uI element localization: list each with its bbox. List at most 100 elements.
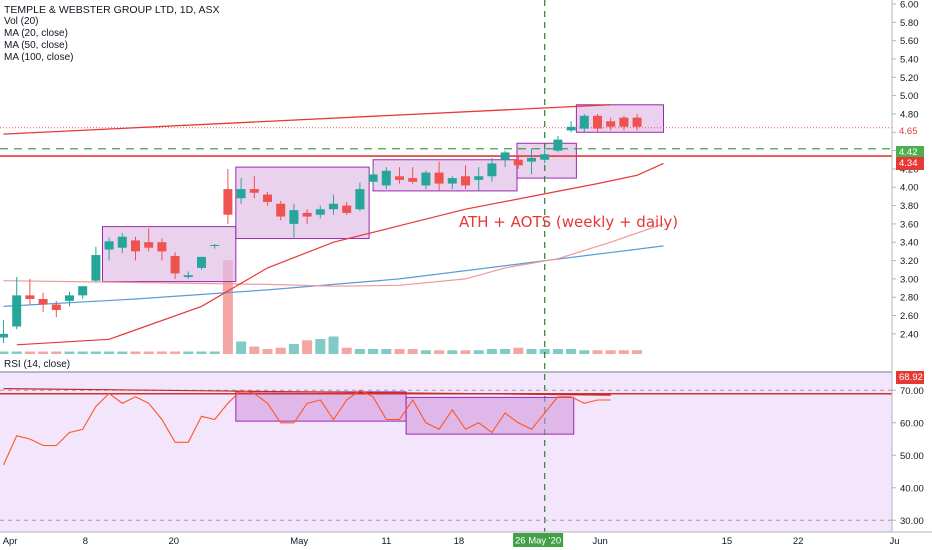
volume-bar bbox=[420, 350, 431, 354]
price-tick-label: 3.60 bbox=[900, 219, 919, 230]
candle-body bbox=[553, 139, 563, 151]
candle-body bbox=[566, 126, 576, 131]
last-price-tag: 4.65 bbox=[896, 125, 924, 138]
price-tick-label: 4.80 bbox=[900, 109, 919, 120]
volume-bar bbox=[64, 351, 75, 354]
volume-bar bbox=[394, 349, 405, 354]
candle-body bbox=[579, 115, 589, 129]
volume-bar bbox=[486, 349, 497, 354]
legend-ma50[interactable]: MA (50, close) bbox=[4, 40, 68, 51]
volume-bar bbox=[38, 351, 49, 354]
volume-bar bbox=[552, 349, 563, 354]
ma50-line bbox=[3, 223, 664, 287]
volume-bar bbox=[341, 347, 352, 354]
volume-bar bbox=[302, 340, 313, 354]
candle-body bbox=[302, 212, 312, 217]
volume-bar bbox=[143, 351, 154, 354]
rsi-trendline bbox=[3, 388, 611, 396]
volume-bar bbox=[500, 349, 511, 354]
time-tick-label: Ju bbox=[889, 536, 899, 547]
candle-body bbox=[315, 209, 325, 215]
candle-body bbox=[606, 121, 616, 127]
volume-bar bbox=[513, 347, 524, 354]
price-tick-label: 6.00 bbox=[900, 0, 919, 11]
candle-body bbox=[342, 205, 352, 213]
candle-body bbox=[513, 159, 523, 166]
candle-body bbox=[593, 115, 602, 129]
candle-body bbox=[144, 242, 154, 248]
price-box bbox=[102, 226, 237, 283]
candle-body bbox=[447, 178, 457, 184]
volume-bar bbox=[236, 341, 247, 354]
candle-body bbox=[170, 255, 180, 274]
chart-annotation: ATH + AOTS (weekly + daily) bbox=[459, 213, 679, 231]
time-tick-label: Apr bbox=[3, 536, 18, 547]
volume-bar bbox=[328, 336, 339, 354]
volume-bar bbox=[566, 349, 577, 354]
candle-body bbox=[249, 189, 259, 193]
candle-body bbox=[157, 242, 167, 252]
candle-body bbox=[236, 189, 246, 199]
rsi-tick-label: 70.00 bbox=[900, 386, 924, 397]
candle-body bbox=[408, 178, 418, 182]
symbol-title: TEMPLE & WEBSTER GROUP LTD, 1D, ASX bbox=[4, 4, 220, 16]
volume-bar bbox=[632, 350, 643, 354]
volume-bar bbox=[11, 351, 22, 354]
ath-trendline bbox=[3, 104, 611, 135]
price-tick-label: 5.40 bbox=[900, 54, 919, 65]
candle-body bbox=[434, 172, 444, 184]
volume-bar bbox=[447, 350, 458, 354]
price-tick-label: 2.60 bbox=[900, 311, 919, 322]
volume-bar bbox=[592, 350, 603, 354]
candle-body bbox=[12, 295, 22, 327]
volume-bar bbox=[473, 350, 484, 354]
time-tick-label: 11 bbox=[381, 536, 391, 547]
volume-bar bbox=[0, 351, 9, 354]
price-box bbox=[235, 166, 370, 240]
candle-body bbox=[104, 241, 114, 250]
rsi-tick-label: 40.00 bbox=[900, 483, 924, 494]
candle-body bbox=[0, 333, 8, 338]
candle-body bbox=[223, 189, 233, 215]
volume-bar bbox=[117, 351, 128, 354]
candle-body bbox=[210, 244, 220, 246]
candle-body bbox=[329, 203, 338, 210]
date-marker-tag bbox=[513, 533, 564, 547]
candle-body bbox=[65, 295, 74, 301]
candle-body bbox=[527, 157, 536, 162]
time-tick-label: 18 bbox=[454, 536, 465, 547]
volume-bar bbox=[77, 351, 88, 354]
legend-ma20[interactable]: MA (20, close) bbox=[4, 28, 68, 39]
legend-ma100[interactable]: MA (100, close) bbox=[4, 52, 74, 63]
volume-bar bbox=[407, 349, 418, 354]
volume-bar bbox=[381, 349, 392, 354]
legend-volume[interactable]: Vol (20) bbox=[4, 16, 39, 27]
candle-body bbox=[183, 275, 193, 278]
candle-body bbox=[131, 240, 140, 252]
price-tick-label: 3.20 bbox=[900, 256, 919, 267]
volume-bar bbox=[249, 346, 260, 354]
candle-body bbox=[355, 189, 365, 210]
candle-body bbox=[276, 203, 286, 217]
candle-body bbox=[78, 286, 88, 296]
ma20-line bbox=[16, 162, 664, 346]
price-tick-label: 5.80 bbox=[900, 18, 919, 29]
volume-bar bbox=[222, 260, 233, 354]
rsi-box bbox=[235, 391, 407, 422]
volume-bar bbox=[354, 349, 365, 354]
volume-bar bbox=[315, 339, 326, 354]
volume-bar bbox=[460, 350, 471, 354]
price-tick-label: 2.40 bbox=[900, 329, 919, 340]
rsi-tick-label: 50.00 bbox=[900, 451, 924, 462]
volume-bar bbox=[170, 351, 181, 354]
price-tick-label: 5.00 bbox=[900, 91, 919, 102]
candle-body bbox=[461, 176, 470, 186]
candle-body bbox=[25, 295, 35, 300]
volume-bar bbox=[288, 344, 299, 354]
rsi-tick-label: 60.00 bbox=[900, 418, 924, 429]
volume-bar bbox=[605, 350, 616, 354]
rsi-legend[interactable]: RSI (14, close) bbox=[4, 359, 71, 370]
volume-bar bbox=[434, 350, 445, 354]
price-tick-label: 3.40 bbox=[900, 238, 919, 249]
